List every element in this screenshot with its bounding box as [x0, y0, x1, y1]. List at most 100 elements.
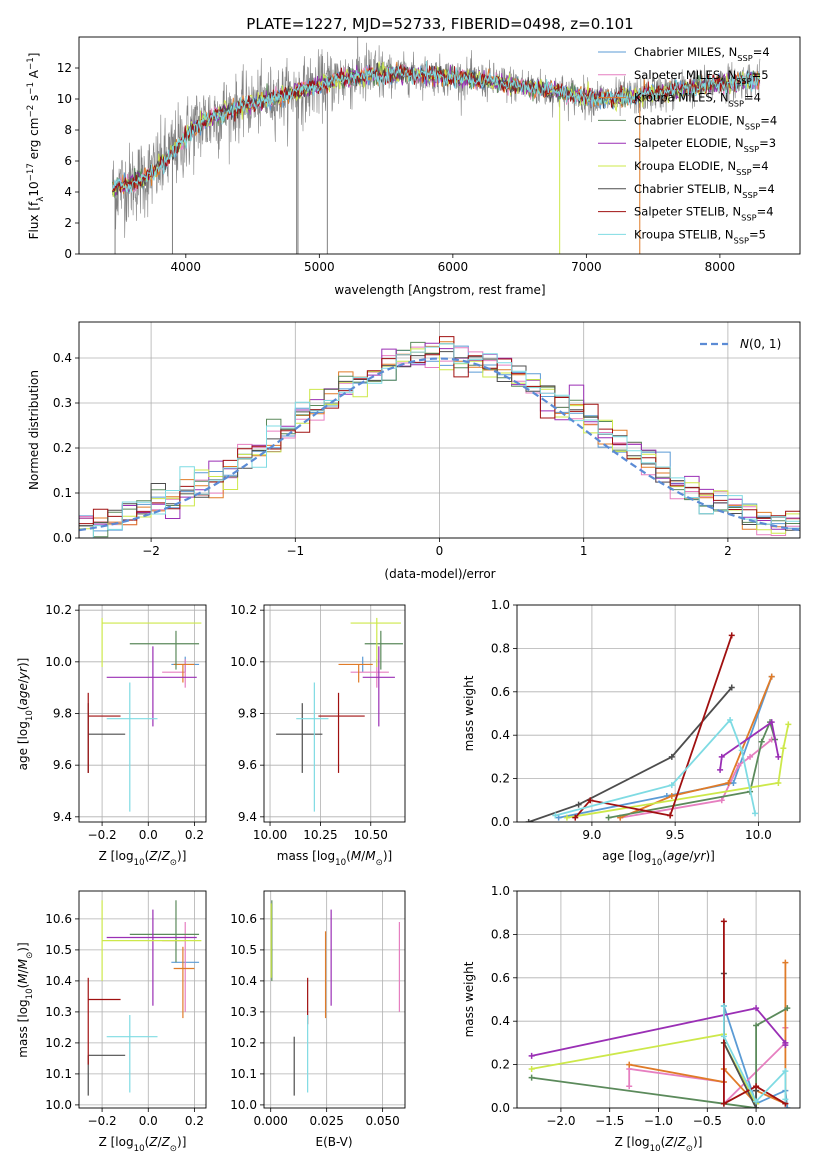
plot-frame — [516, 604, 801, 823]
errorbar-salp_elodie — [362, 646, 395, 727]
y-axis-label: mass [log10(M/M⊙)] — [16, 942, 35, 1057]
x-tick-label: 0.0 — [747, 1114, 766, 1128]
x-tick-label: 0.2 — [185, 1114, 204, 1128]
x-tick-label: 4000 — [171, 260, 202, 274]
weight-marker — [784, 1005, 791, 1012]
weight-marker — [528, 1074, 535, 1081]
weight-marker — [587, 797, 594, 804]
y-tick-label: 9.4 — [53, 810, 72, 824]
weight-marker — [563, 814, 570, 821]
y-tick-label: 0.4 — [53, 351, 72, 365]
y-tick-label: 0.6 — [491, 971, 510, 985]
weight-marker — [728, 632, 735, 639]
weight-marker — [667, 812, 674, 819]
x-axis-label: Z [log10(Z/Z⊙)] — [615, 1135, 703, 1154]
weight-marker — [775, 753, 782, 760]
age_vs_mass-axes: 10.00 10.25 10.50 9.4 9.6 9.8 10.0 10.2 mass [lo… — [230, 603, 406, 868]
weight-marker — [738, 747, 745, 754]
plot-frame — [78, 890, 207, 1109]
y-tick-label: 10.4 — [230, 974, 257, 988]
mass_weight_vs_Z-plot-area — [528, 918, 791, 1108]
mass_vs_ebv-plot-area — [270, 900, 401, 1096]
weight-line — [719, 720, 780, 771]
x-tick-label: 10.25 — [303, 828, 337, 842]
weight-marker — [528, 1052, 535, 1059]
legend-entry-salp_stelib: Salpeter STELIB, NSSP=4 — [634, 205, 774, 223]
plot-frame — [263, 890, 406, 1109]
weight-marker — [626, 1083, 633, 1090]
x-axis-label: age [log10(age/yr)] — [602, 849, 715, 868]
weight-marker — [720, 1100, 727, 1107]
weight-marker — [718, 797, 725, 804]
x-axis-label: Z [log10(Z/Z⊙)] — [99, 1135, 187, 1154]
x-tick-label: 0.025 — [309, 1114, 343, 1128]
plot-frame — [516, 890, 801, 1109]
errorbar-salp_miles — [162, 659, 186, 688]
errorbar-salp_miles — [350, 659, 389, 688]
weight-marker — [782, 1042, 789, 1049]
y-axis-label: age [log10(age/yr)] — [16, 658, 35, 771]
x-axis-label: Z [log10(Z/Z⊙)] — [99, 849, 187, 868]
y-axis-label: Flux [fλ10−17 erg cm−2 s−1 A−1] — [26, 53, 46, 240]
y-tick-label: 10.3 — [45, 1005, 72, 1019]
x-tick-label: −2.0 — [546, 1114, 575, 1128]
y-tick-label: 9.6 — [238, 758, 257, 772]
weight-marker — [668, 753, 675, 760]
y-tick-label: 0.1 — [53, 486, 72, 500]
errorbar-krou_miles — [173, 946, 195, 1019]
y-tick-label: 10.1 — [45, 1067, 72, 1081]
x-tick-label: −0.2 — [88, 828, 117, 842]
y-tick-label: 9.6 — [53, 758, 72, 772]
errorbar-krou_miles — [173, 663, 195, 683]
weight-marker — [720, 918, 727, 925]
legend-entry-normal: N(0, 1) — [740, 337, 781, 351]
errorbar-salp_elodie — [106, 646, 197, 727]
legend-entry-salp_elodie: Salpeter ELODIE, NSSP=3 — [634, 136, 776, 154]
x-tick-label: 9.0 — [582, 828, 601, 842]
legend-entry-chab_elodie: Chabrier ELODIE, NSSP=4 — [634, 113, 777, 131]
y-tick-label: 0.3 — [53, 396, 72, 410]
x-tick-label: 1 — [580, 544, 588, 558]
x-tick-label: −1.0 — [644, 1114, 673, 1128]
weight-marker — [784, 1105, 791, 1108]
y-tick-label: 0.0 — [53, 531, 72, 545]
y-tick-label: 10.3 — [230, 1005, 257, 1019]
weight-marker — [768, 673, 775, 680]
weight-marker — [728, 684, 735, 691]
y-tick-label: 0 — [64, 247, 72, 261]
weight-marker — [572, 814, 579, 821]
x-tick-label: 7000 — [571, 260, 602, 274]
x-tick-label: 0.050 — [365, 1114, 399, 1128]
errorbar-chab_elodie — [364, 630, 403, 670]
x-tick-label: −1 — [286, 544, 304, 558]
weight-marker — [668, 782, 675, 789]
mass_weight_vs_age-plot-area — [525, 632, 792, 822]
x-tick-label: 2 — [724, 544, 732, 558]
weight-marker — [718, 753, 725, 760]
y-tick-label: 10.2 — [45, 603, 72, 617]
weight-marker — [758, 738, 765, 745]
mass_vs_ebv-axes: 0.000 0.025 0.050 10.0 10.1 10.2 10.3 10.4 10.5 1… — [230, 890, 406, 1128]
weight-line-krou_miles — [617, 673, 775, 821]
errorbar-krou_stelib — [296, 682, 329, 812]
y-tick-label: 10.0 — [230, 1098, 257, 1112]
errorbar-krou_stelib — [106, 1015, 158, 1093]
x-tick-label: 10.50 — [354, 828, 388, 842]
mass_vs_Z-plot-area — [87, 900, 202, 1096]
x-tick-label: 8000 — [705, 260, 736, 274]
y-tick-label: 0.4 — [491, 1014, 510, 1028]
weight-line-salp_elodie — [717, 719, 782, 773]
y-tick-label: 0.2 — [491, 1058, 510, 1072]
figure-title: PLATE=1227, MJD=52733, FIBERID=0498, z=0… — [246, 15, 633, 33]
plot-frame — [78, 604, 207, 823]
mass_weight_vs_age-axes: 9.0 9.5 10.0 0.0 0.2 0.4 0.6 0.8 1.0 age [log10(a… — [462, 598, 801, 868]
errorbar-salp_miles — [162, 922, 186, 1012]
x-tick-label: 0.000 — [254, 1114, 288, 1128]
y-tick-label: 9.4 — [238, 810, 257, 824]
errorbar-krou_elodie — [101, 900, 202, 981]
y-axis-label: mass weight — [462, 675, 476, 751]
y-tick-label: 6 — [64, 154, 72, 168]
weight-line-krou_stelib — [720, 1003, 789, 1105]
weight-marker — [753, 1022, 760, 1029]
y-tick-label: 0.0 — [491, 815, 510, 829]
